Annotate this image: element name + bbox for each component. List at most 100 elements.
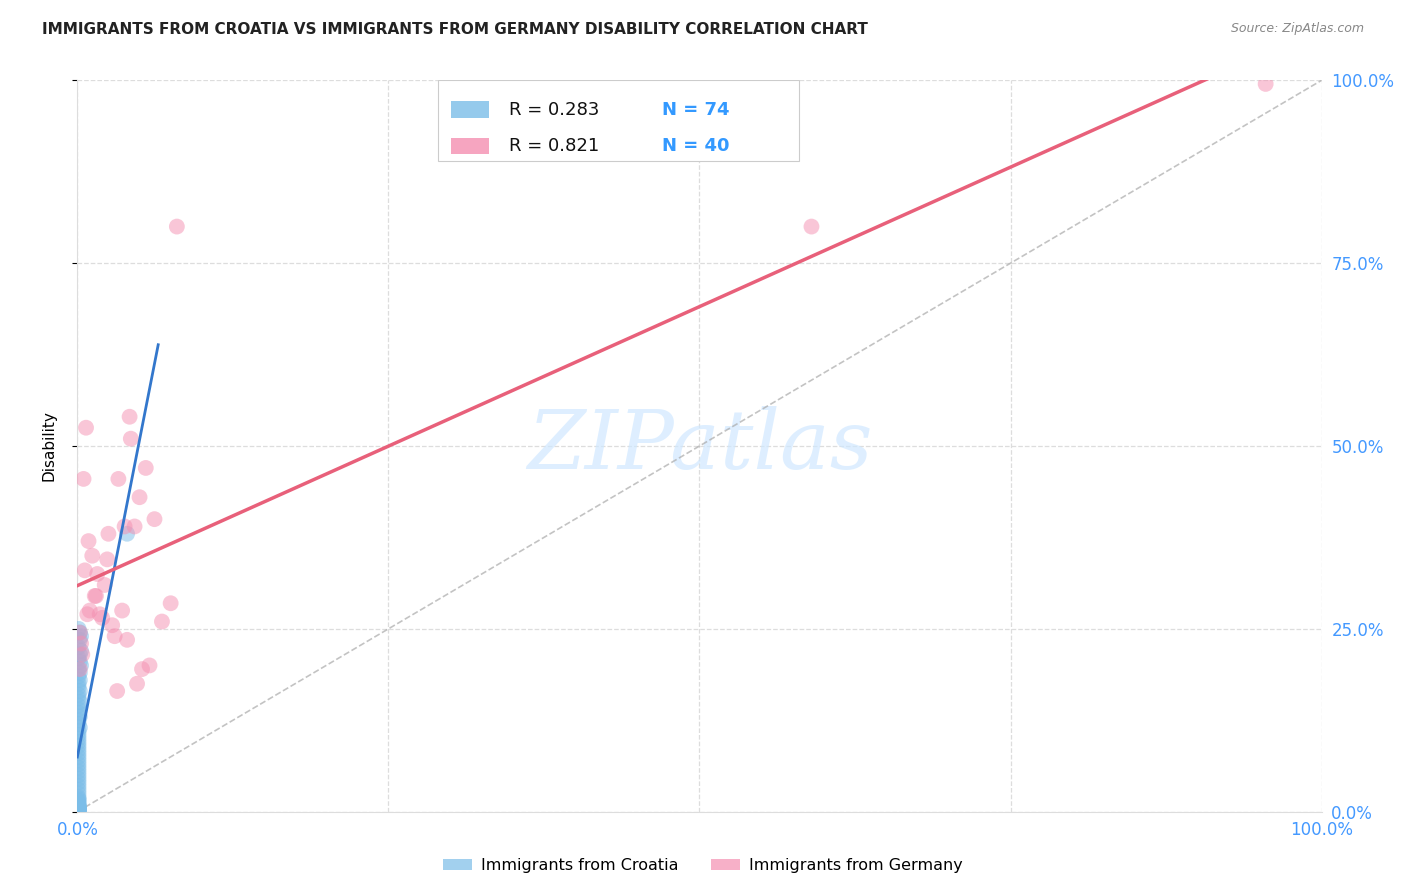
Point <box>67 803 90 817</box>
Point <box>125 676 148 690</box>
Point <box>67 803 90 817</box>
Point <box>67 691 90 706</box>
Point <box>77 534 100 549</box>
Point <box>159 596 181 610</box>
Point <box>69 673 91 687</box>
Point <box>107 472 129 486</box>
Point <box>67 791 90 805</box>
Point <box>67 681 90 695</box>
Point <box>91 611 114 625</box>
Point <box>800 219 823 234</box>
Point <box>67 746 90 760</box>
Point <box>128 490 150 504</box>
Point <box>97 526 120 541</box>
Point <box>115 632 138 647</box>
Point <box>69 632 91 647</box>
Text: R = 0.283: R = 0.283 <box>509 101 599 119</box>
FancyBboxPatch shape <box>451 102 489 118</box>
Text: N = 40: N = 40 <box>662 137 730 155</box>
Point <box>89 607 111 622</box>
Point <box>67 706 90 720</box>
Point <box>69 625 91 640</box>
Point <box>73 563 96 577</box>
Point <box>69 684 91 698</box>
FancyBboxPatch shape <box>451 138 489 154</box>
Point <box>67 731 90 746</box>
Point <box>67 768 90 782</box>
Y-axis label: Disability: Disability <box>42 410 56 482</box>
Point <box>135 461 157 475</box>
Point <box>67 772 90 786</box>
Point <box>67 739 90 753</box>
Point <box>70 658 93 673</box>
Point <box>105 684 128 698</box>
Point <box>69 665 91 680</box>
Point <box>69 648 91 662</box>
Point <box>67 787 90 801</box>
Point <box>67 742 90 756</box>
Point <box>67 775 90 789</box>
Point <box>75 421 97 435</box>
Point <box>143 512 166 526</box>
Point <box>70 644 93 658</box>
Point <box>72 472 94 486</box>
Point <box>67 803 90 817</box>
Point <box>72 648 94 662</box>
Point <box>67 688 90 702</box>
Point <box>67 805 90 819</box>
Point <box>67 803 90 817</box>
Point <box>67 717 90 731</box>
Point <box>69 662 91 676</box>
Point <box>67 804 90 818</box>
Point <box>67 799 90 814</box>
Text: R = 0.821: R = 0.821 <box>509 137 599 155</box>
Point <box>86 567 108 582</box>
Point <box>67 764 90 779</box>
Point <box>67 669 90 683</box>
Point <box>67 724 90 739</box>
Point <box>67 622 90 636</box>
Point <box>150 615 173 629</box>
Point <box>67 803 90 817</box>
Point <box>67 790 90 805</box>
Point <box>69 709 91 723</box>
Point <box>79 603 101 617</box>
Text: ZIPatlas: ZIPatlas <box>527 406 872 486</box>
Point <box>67 793 90 807</box>
Point <box>67 798 90 813</box>
Point <box>67 797 90 812</box>
Point <box>67 676 90 690</box>
Text: N = 74: N = 74 <box>662 101 730 119</box>
Point <box>67 796 90 810</box>
Point <box>67 800 90 814</box>
Point <box>69 625 91 640</box>
Text: Source: ZipAtlas.com: Source: ZipAtlas.com <box>1230 22 1364 36</box>
Point <box>67 804 90 818</box>
Point <box>67 802 90 816</box>
Point <box>67 754 90 768</box>
Point <box>1254 77 1277 91</box>
Point <box>67 702 90 716</box>
Point <box>67 804 90 818</box>
Point <box>101 618 124 632</box>
Point <box>67 651 90 665</box>
Point <box>67 640 90 655</box>
Point <box>67 782 90 797</box>
Point <box>124 519 146 533</box>
Point <box>67 798 90 813</box>
Point <box>104 629 127 643</box>
Point <box>67 779 90 793</box>
Point <box>138 658 160 673</box>
Point <box>69 695 91 709</box>
Point <box>76 607 98 622</box>
Point <box>83 589 105 603</box>
Point <box>96 552 118 566</box>
Point <box>67 800 90 814</box>
Point <box>67 801 90 815</box>
Point <box>69 655 91 669</box>
Point <box>70 629 93 643</box>
Point <box>67 698 90 713</box>
Point <box>118 409 141 424</box>
FancyBboxPatch shape <box>439 80 799 161</box>
Point <box>67 728 90 742</box>
